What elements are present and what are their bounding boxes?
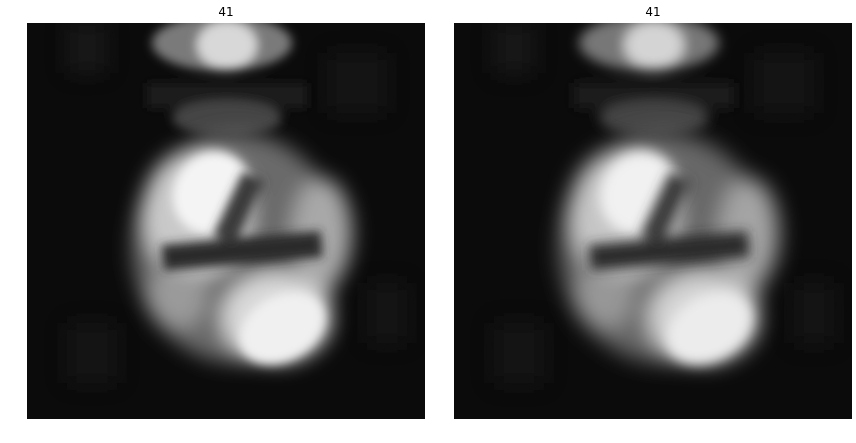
left-panel-title: 41 [27,5,425,19]
right-grayscale-image [454,23,852,419]
left-grayscale-image [27,23,425,419]
right-panel-title: 41 [454,5,852,19]
right-panel: 41 [454,0,852,443]
left-grayscale-image-svg [27,23,425,419]
right-grayscale-image-svg [454,23,852,419]
left-panel: 41 [27,0,425,443]
